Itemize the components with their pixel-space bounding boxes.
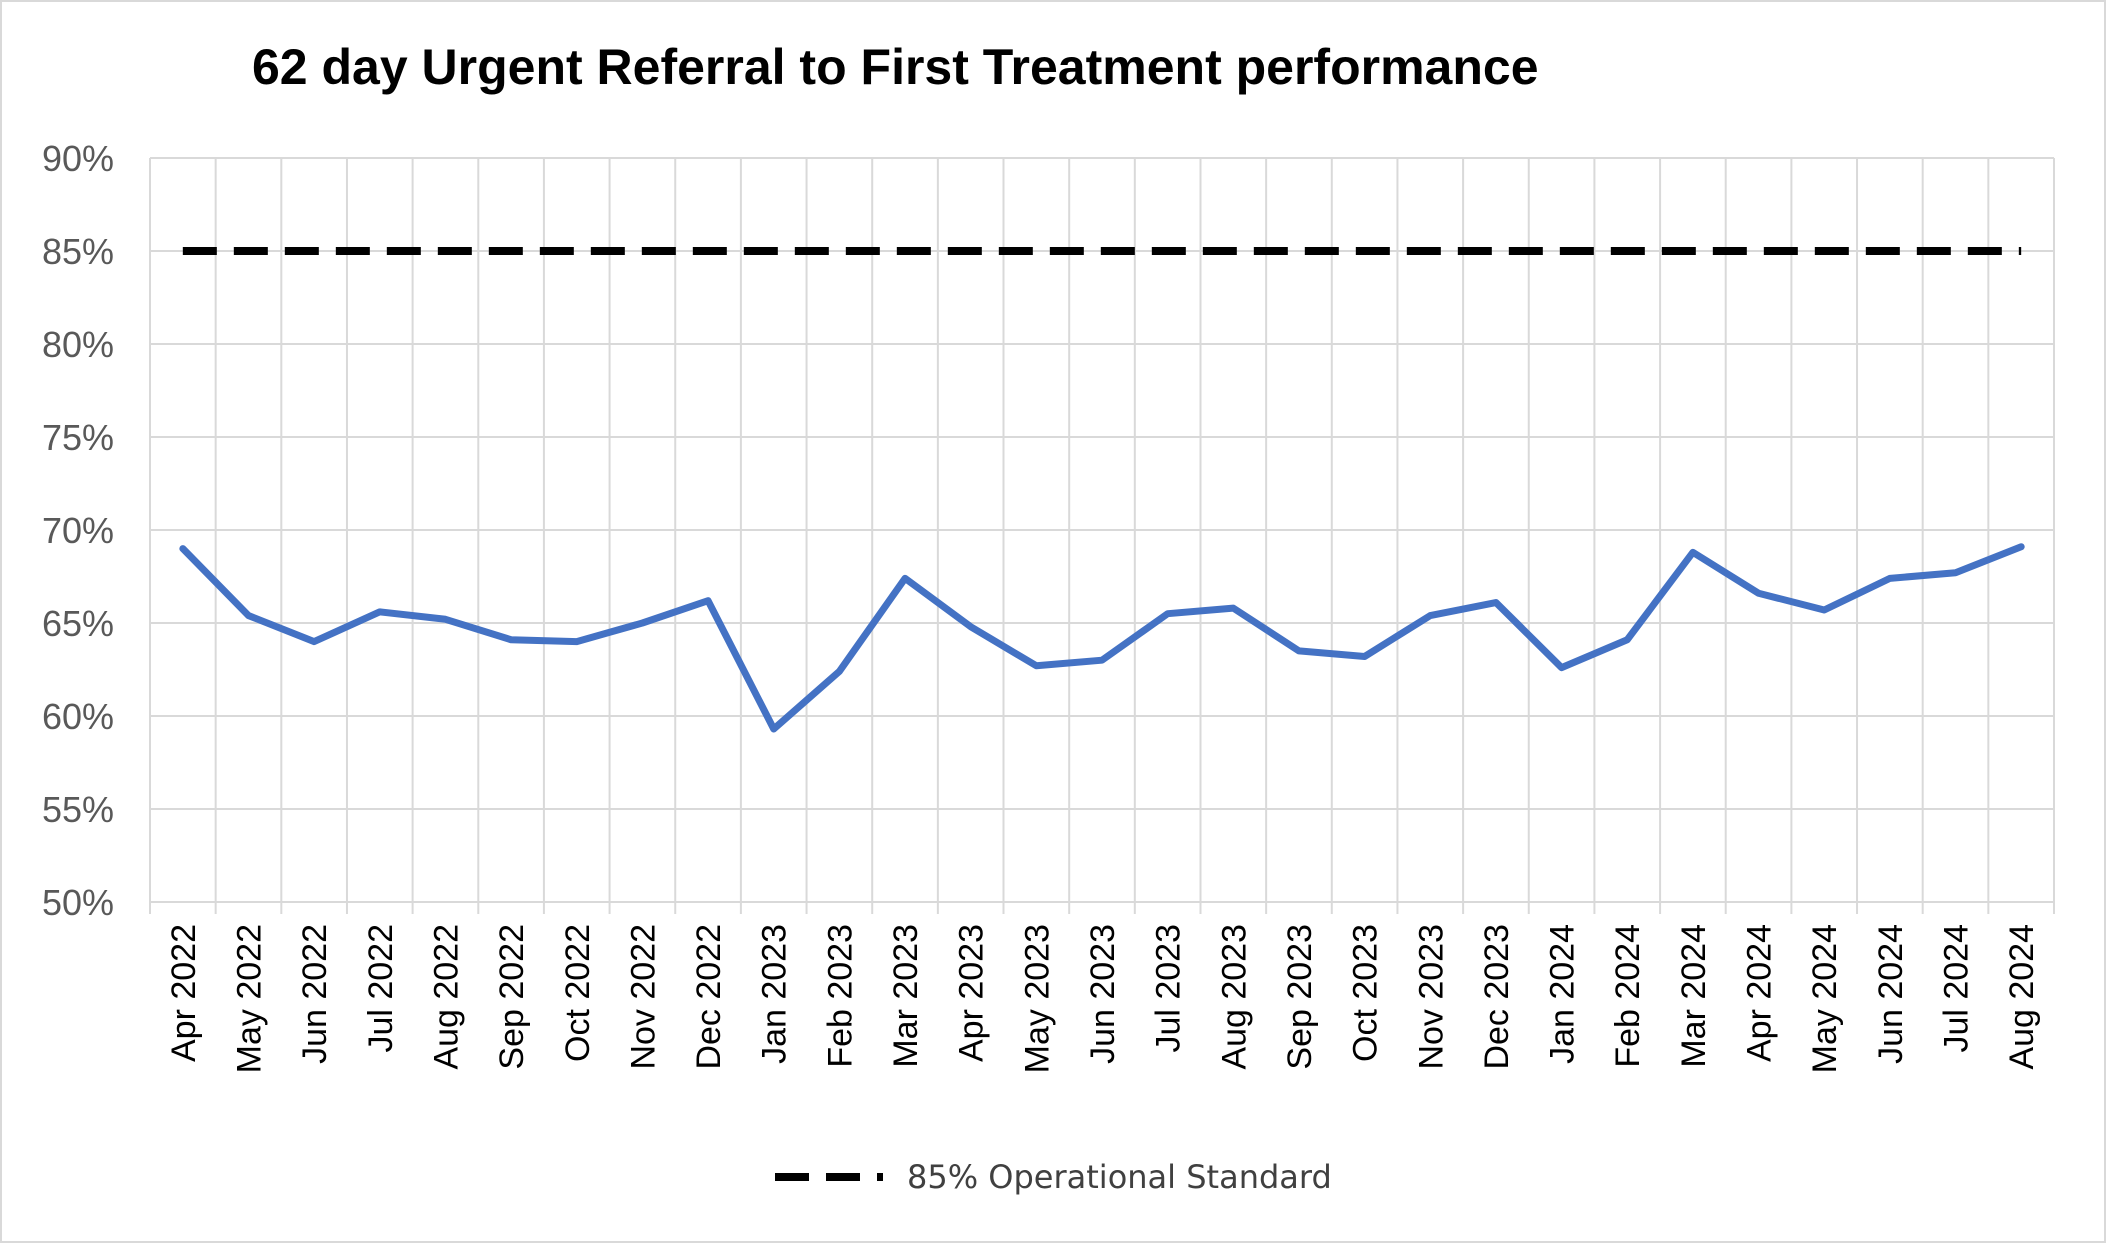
y-tick-label: 80% <box>42 324 114 365</box>
performance-series-line <box>179 543 2025 733</box>
y-tick-label: 70% <box>42 510 114 551</box>
x-tick-label: Nov 2022 <box>624 924 662 1070</box>
y-tick-label: 85% <box>42 231 114 272</box>
series-lines <box>179 247 2025 733</box>
x-tick-label: Aug 2023 <box>1215 924 1253 1070</box>
x-tick-label: Apr 2022 <box>165 924 203 1062</box>
y-tick-label: 55% <box>42 789 114 830</box>
legend: 85% Operational Standard <box>775 1158 1332 1196</box>
y-tick-label: 50% <box>42 882 114 923</box>
x-tick-label: May 2022 <box>230 924 268 1073</box>
gridlines <box>149 157 2055 914</box>
y-tick-label: 65% <box>42 603 114 644</box>
x-tick-label: Jul 2024 <box>1938 924 1976 1053</box>
x-tick-label: Sep 2023 <box>1281 924 1319 1070</box>
y-axis-tick-labels: 50% 55% 60% 65% 70% 75% 80% 85% 90% <box>42 138 114 923</box>
x-tick-label: Sep 2022 <box>493 924 531 1070</box>
x-tick-label: Oct 2023 <box>1347 924 1385 1062</box>
y-tick-label: 90% <box>42 138 114 179</box>
y-tick-label: 60% <box>42 696 114 737</box>
x-tick-label: Jul 2023 <box>1150 924 1188 1053</box>
x-tick-label: Aug 2024 <box>2003 924 2041 1070</box>
x-tick-label: Dec 2023 <box>1478 924 1516 1070</box>
chart-title: 62 day Urgent Referral to First Treatmen… <box>252 39 1539 95</box>
x-tick-label: Mar 2024 <box>1675 924 1713 1068</box>
x-tick-label: Apr 2024 <box>1741 924 1779 1062</box>
x-tick-label: Oct 2022 <box>559 924 597 1062</box>
x-tick-label: Jan 2024 <box>1544 924 1582 1064</box>
x-tick-label: Feb 2023 <box>821 924 859 1068</box>
legend-label: 85% Operational Standard <box>907 1158 1332 1196</box>
x-tick-label: May 2023 <box>1018 924 1056 1073</box>
x-tick-label: Apr 2023 <box>953 924 991 1062</box>
x-tick-label: Dec 2022 <box>690 924 728 1070</box>
x-tick-label: Jun 2024 <box>1872 924 1910 1064</box>
x-tick-label: Jan 2023 <box>756 924 794 1064</box>
y-tick-label: 75% <box>42 417 114 458</box>
x-tick-label: Nov 2023 <box>1412 924 1450 1070</box>
x-tick-label: Aug 2022 <box>427 924 465 1070</box>
x-tick-label: Jun 2022 <box>296 924 334 1064</box>
x-tick-label: Feb 2024 <box>1609 924 1647 1068</box>
x-tick-label: May 2024 <box>1806 924 1844 1073</box>
x-axis-tick-labels: Apr 2022 May 2022 Jun 2022 Jul 2022 Aug 2022… <box>165 924 2041 1073</box>
x-tick-label: Jun 2023 <box>1084 924 1122 1064</box>
x-tick-label: Mar 2023 <box>887 924 925 1068</box>
x-tick-label: Jul 2022 <box>362 924 400 1053</box>
